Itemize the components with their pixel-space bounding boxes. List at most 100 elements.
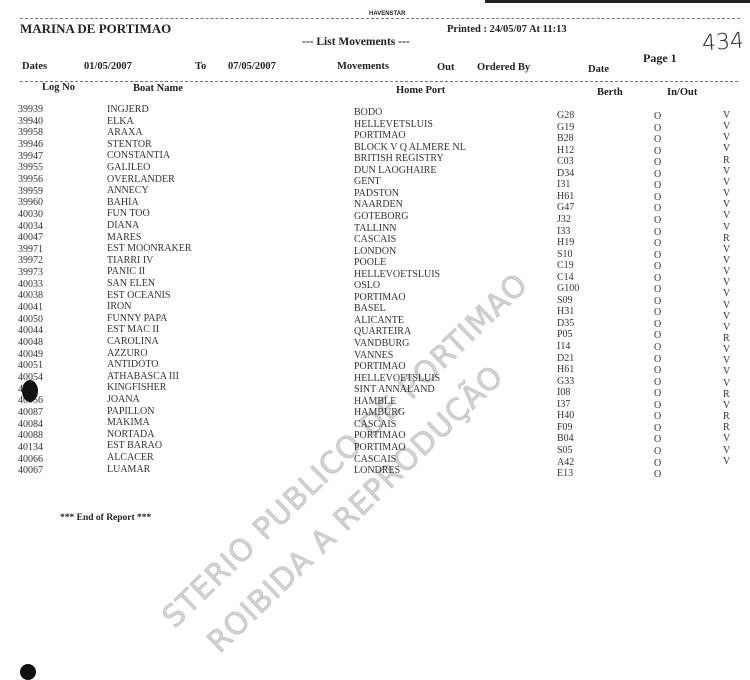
berth-cell: G100 — [557, 283, 580, 295]
type-cell: R — [723, 154, 730, 166]
berth-cell: H31 — [557, 306, 575, 318]
page-number: Page 1 — [643, 51, 677, 65]
boat-name-cell: EST OCEANIS — [107, 289, 171, 301]
column-header-home-port: Home Port — [396, 85, 446, 96]
type-cell: V — [723, 455, 731, 467]
direction-cell: O — [654, 272, 662, 284]
log-no-cell: 39939 — [18, 104, 43, 115]
home-port-cell: HELLEVOETSLUIS — [354, 268, 441, 280]
berth-cell: H40 — [557, 410, 575, 422]
type-cell: V — [723, 344, 731, 356]
direction-cell: O — [654, 226, 662, 238]
type-cell: V — [723, 221, 731, 233]
direction-cell: O — [654, 157, 662, 169]
home-port-cell: QUARTEIRA — [354, 326, 412, 338]
berth-cell: F09 — [557, 421, 573, 433]
direction-cell: O — [654, 365, 662, 377]
direction-cell: O — [654, 353, 662, 365]
home-port-cell: OSLO — [354, 280, 381, 292]
type-cell: V — [723, 243, 731, 255]
type-cell: V — [723, 299, 731, 311]
direction-cell: O — [654, 388, 662, 400]
column-header-boat-name: Boat Name — [133, 83, 183, 94]
log-no-cell: 39958 — [18, 127, 43, 139]
log-no-cell: 40049 — [18, 348, 43, 360]
boat-name-cell: JOANA — [107, 394, 140, 405]
boat-name-cell: INGJERD — [107, 104, 149, 115]
ordered-by-value: Date — [588, 64, 609, 75]
log-no-cell: 40087 — [18, 406, 43, 418]
log-no-cell: 39940 — [18, 115, 43, 127]
watermark-line-1: STERIO PUBLICO DE PORTIMAO — [155, 266, 536, 635]
berth-cell: P05 — [557, 329, 573, 341]
home-port-cell: NAARDEN — [354, 199, 403, 211]
berth-cell: D34 — [557, 167, 575, 179]
type-cell: V — [723, 199, 731, 211]
berth-cell: C14 — [557, 271, 574, 283]
type-cell: V — [723, 366, 731, 378]
berth-cell: S05 — [557, 444, 573, 456]
direction-cell: O — [654, 122, 662, 134]
berth-cell: C03 — [557, 156, 574, 168]
direction-cell: O — [654, 168, 662, 180]
to-label: To — [195, 61, 207, 72]
type-cell: V — [723, 165, 731, 177]
type-cell: V — [723, 277, 731, 289]
berth-cell: S09 — [557, 294, 573, 306]
header-rule — [20, 81, 738, 82]
home-port-cell: SINT ANNALAND — [354, 384, 435, 396]
berth-cell: B28 — [557, 133, 574, 145]
berth-cell: B04 — [557, 433, 574, 445]
home-port-cell: PORTIMAO — [354, 291, 406, 303]
berth-cell: D21 — [557, 352, 575, 364]
boat-name-cell: PAPILLON — [107, 405, 155, 417]
direction-cell: O — [654, 330, 662, 342]
handwritten-number: 434 — [701, 28, 745, 57]
log-no-cell: 40051 — [18, 360, 43, 372]
berth-cell: A42 — [557, 456, 575, 468]
home-port-cell: BLOCK V Q ALMERE NL — [354, 141, 466, 153]
boat-name-cell: ANTIDOTO — [107, 359, 159, 371]
berth-cell: I37 — [557, 398, 571, 410]
boat-name-cell: ANNECY — [107, 185, 149, 197]
log-no-cell: 40034 — [18, 220, 43, 232]
direction-cell: O — [654, 134, 662, 146]
berth-cell: H12 — [557, 144, 575, 156]
boat-name-cell: SAN ELEN — [107, 278, 156, 289]
log-no-cell: 39955 — [18, 162, 43, 174]
log-no-cell: 40067 — [18, 465, 43, 477]
direction-cell: O — [654, 203, 662, 215]
boat-name-cell: MARES — [107, 231, 142, 243]
berth-cell: C19 — [557, 260, 574, 272]
boat-name-cell: AZZURO — [107, 347, 148, 359]
log-no-cell: 40047 — [18, 232, 43, 244]
home-port-cell: LONDON — [354, 245, 397, 257]
direction-cell: O — [654, 261, 662, 273]
berth-cell: I14 — [557, 341, 571, 352]
home-port-cell: VANNES — [354, 349, 394, 361]
type-cell: V — [723, 143, 731, 155]
date-from: 01/05/2007 — [84, 61, 132, 72]
berth-cell: G47 — [557, 202, 575, 214]
home-port-cell: PORTIMAO — [354, 130, 406, 142]
boat-name-cell: NORTADA — [107, 428, 155, 440]
type-cell: V — [723, 433, 731, 445]
boat-name-cell: CONSTANTIA — [107, 150, 171, 162]
marina-name: MARINA DE PORTIMAO — [20, 21, 172, 36]
boat-name-cell: OVERLANDER — [107, 173, 175, 185]
berth-cell: S10 — [557, 248, 573, 260]
direction-cell: O — [654, 318, 662, 330]
home-port-cell: DUN LAOGHAIRE — [354, 164, 437, 176]
log-no-cell: 40088 — [18, 430, 43, 442]
log-no-cell: 39971 — [18, 243, 43, 255]
type-cell: V — [723, 310, 731, 322]
dates-label: Dates — [22, 61, 48, 72]
log-no-cell: 39973 — [18, 267, 43, 279]
boat-name-cell: KINGFISHER — [107, 382, 167, 394]
log-no-cell: 39946 — [18, 138, 43, 150]
log-no-cell: 40033 — [18, 278, 43, 290]
direction-cell: O — [654, 376, 662, 388]
home-port-cell: CASCAIS — [354, 418, 397, 430]
log-no-cell: 40038 — [18, 290, 43, 302]
log-no-cell: 40050 — [18, 313, 43, 325]
